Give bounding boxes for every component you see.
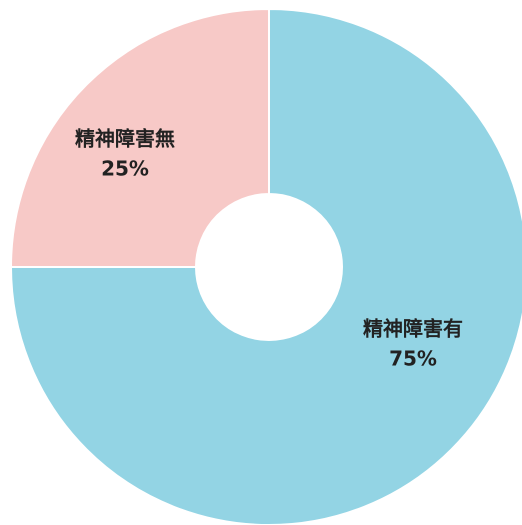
slice-value-label: 25% xyxy=(101,157,149,181)
slice-label: 精神障害有 xyxy=(363,317,463,341)
donut-slice xyxy=(9,7,522,525)
slice-value-label: 75% xyxy=(389,347,437,371)
slice-label: 精神障害無 xyxy=(75,127,175,151)
donut-slice xyxy=(9,7,270,268)
